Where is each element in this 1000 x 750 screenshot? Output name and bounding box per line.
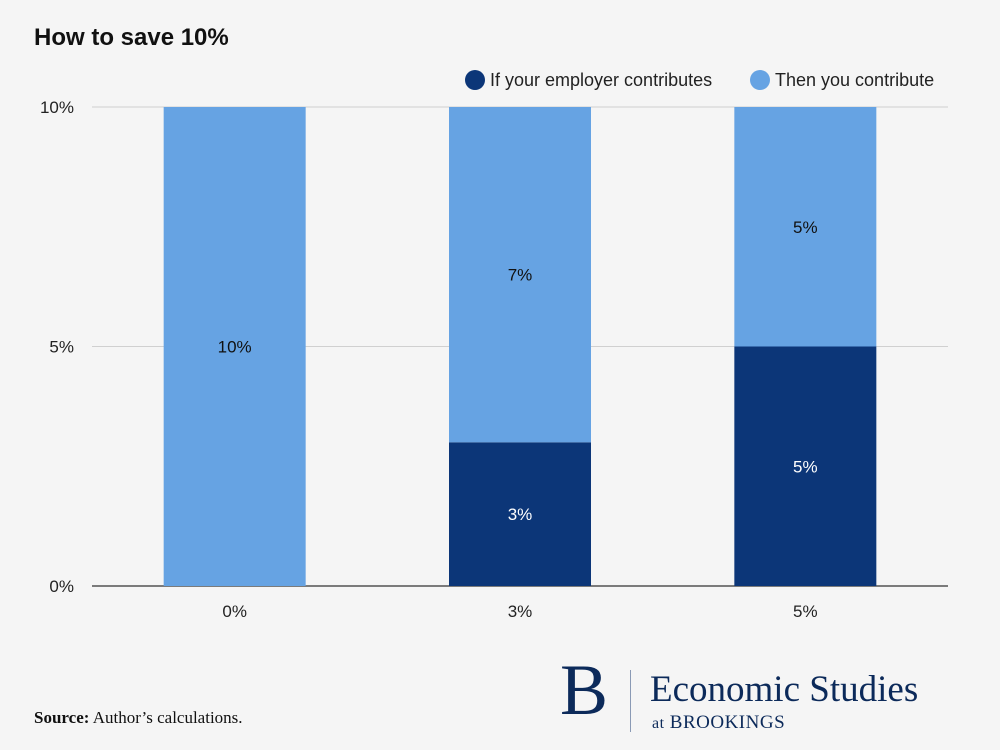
legend-label: If your employer contributes [490,70,712,90]
legend-swatch [750,70,770,90]
x-tick-label: 0% [222,602,247,621]
bar-segment [449,107,591,443]
legend-label: Then you contribute [775,70,934,90]
logo-divider [630,670,631,732]
chart-title: How to save 10% [34,24,229,51]
data-label: 3% [508,505,533,524]
economic-studies-logo: B Economic Studies at BROOKINGS [560,654,960,742]
x-tick-label: 5% [793,602,818,621]
data-label: 5% [793,457,818,476]
bar-segment [734,107,877,347]
y-tick-label: 5% [49,338,74,357]
x-tick-label: 3% [508,602,533,621]
logo-subtitle: at BROOKINGS [652,712,785,734]
y-tick-label: 0% [49,577,74,596]
legend-swatch [465,70,485,90]
source-note: Source: Author’s calculations. [34,708,243,728]
source-label: Source: [34,708,90,727]
bar-segment [163,107,306,586]
data-label: 10% [218,338,252,357]
logo-at: at [652,715,665,732]
y-tick-label: 10% [40,98,74,117]
stacked-bar-chart: 0% 5% 10% 10% 0% 3% 7% 3% 5% 5% 5% If your employer… [40,70,948,621]
bar-segment [449,442,591,586]
brookings-b-mark: B [560,650,609,730]
bar-segment [734,346,877,586]
logo-name: Economic Studies [650,669,919,710]
source-text: Author’s calculations. [92,708,243,727]
logo-org: BROOKINGS [669,712,786,733]
data-label: 5% [793,218,818,237]
data-label: 7% [508,266,533,285]
